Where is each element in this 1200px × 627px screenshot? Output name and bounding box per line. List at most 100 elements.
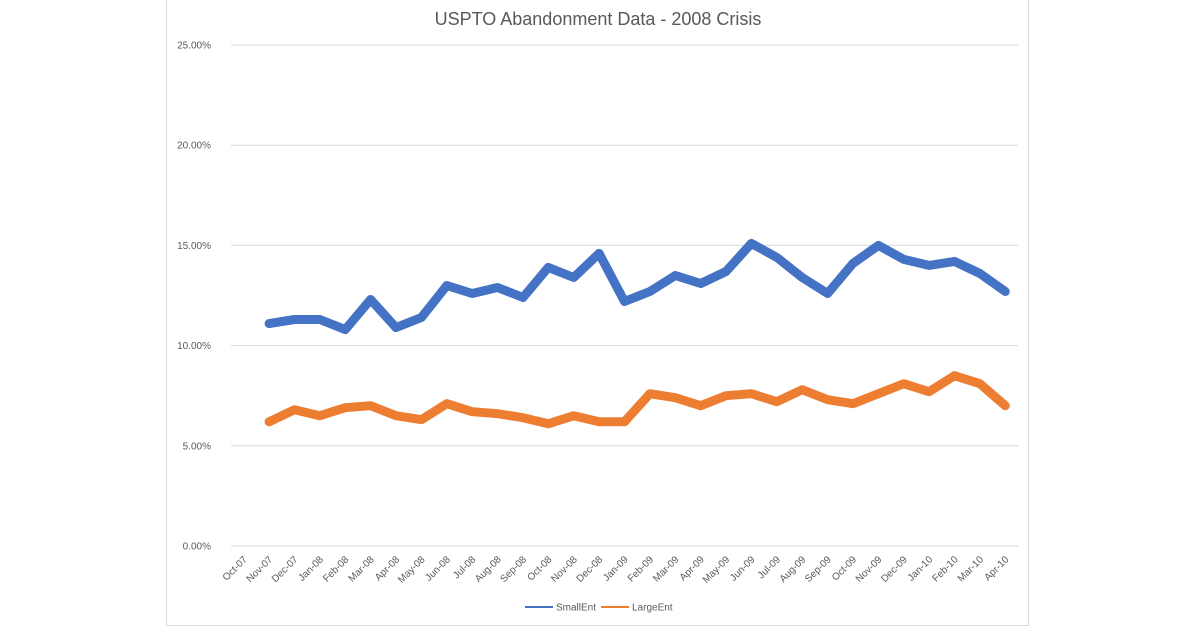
legend-entry: SmallEnt — [525, 603, 596, 614]
data-point — [954, 260, 956, 262]
data-point — [750, 393, 752, 395]
data-point — [370, 405, 372, 407]
series-line — [264, 238, 1010, 335]
data-point — [776, 256, 778, 258]
data-point — [903, 383, 905, 385]
x-tick-label: May-08 — [396, 554, 428, 586]
chart-frame: USPTO Abandonment Data - 2008 Crisis 0.0… — [166, 0, 1029, 626]
data-point — [395, 415, 397, 417]
data-point — [624, 421, 625, 423]
x-tick-label: Dec-07 — [270, 554, 301, 585]
x-tick-label: Sep-08 — [498, 554, 529, 585]
x-tick-label: Jun-09 — [728, 554, 758, 584]
data-point — [446, 403, 448, 405]
data-point — [852, 403, 854, 405]
x-tick-label: Mar-09 — [651, 554, 681, 584]
x-tick-label: Feb-09 — [626, 554, 656, 584]
x-tick-label: Feb-10 — [930, 554, 960, 584]
data-point — [928, 391, 930, 393]
data-point — [827, 399, 829, 401]
data-point — [522, 417, 524, 419]
data-point — [852, 262, 854, 264]
data-point — [522, 297, 524, 299]
data-point — [420, 419, 422, 421]
data-point — [395, 327, 397, 329]
data-point — [293, 409, 295, 411]
data-point — [725, 395, 727, 397]
data-point — [979, 383, 981, 385]
data-point — [293, 319, 295, 321]
data-point — [268, 421, 270, 423]
y-tick-label: 20.00% — [177, 141, 211, 152]
data-point — [903, 258, 905, 260]
data-point — [471, 292, 473, 294]
x-tick-label: Dec-08 — [575, 554, 606, 585]
data-point — [979, 272, 981, 274]
y-tick-label: 10.00% — [177, 341, 211, 352]
data-point — [700, 405, 702, 407]
legend-label: LargeEnt — [632, 603, 673, 614]
series-smallent — [264, 238, 1010, 335]
legend: SmallEnt LargeEnt — [525, 603, 673, 614]
x-tick-label: Jan-10 — [906, 554, 936, 584]
data-point — [471, 411, 473, 413]
gridlines — [231, 44, 1018, 547]
y-tick-label: 25.00% — [177, 41, 211, 52]
data-point — [954, 375, 956, 377]
x-tick-label: Jan-08 — [297, 554, 327, 584]
data-point — [497, 286, 499, 288]
data-point — [801, 276, 803, 278]
data-point — [547, 266, 549, 268]
data-point — [928, 264, 930, 266]
data-point — [877, 244, 879, 246]
x-tick-label: Nov-08 — [549, 554, 580, 585]
data-point — [827, 292, 829, 294]
data-point — [750, 242, 752, 244]
y-tick-label: 15.00% — [177, 241, 211, 252]
data-point — [573, 415, 575, 417]
data-point — [674, 274, 676, 276]
x-tick-label: Aug-08 — [473, 554, 504, 585]
data-point — [497, 413, 499, 415]
data-point — [649, 290, 651, 292]
x-tick-label: Dec-09 — [879, 554, 910, 585]
x-tick-label: Mar-08 — [347, 554, 377, 584]
data-point — [344, 407, 346, 409]
data-point — [801, 389, 803, 391]
chart-title: USPTO Abandonment Data - 2008 Crisis — [435, 9, 762, 29]
x-tick-label: Apr-10 — [982, 554, 1011, 583]
x-tick-label: Mar-10 — [956, 554, 986, 584]
data-point — [420, 317, 422, 319]
data-point — [776, 401, 778, 403]
data-point — [1004, 290, 1006, 292]
data-point — [598, 421, 600, 423]
data-point — [573, 276, 575, 278]
x-tick-label: Aug-09 — [778, 554, 809, 585]
legend-entry: LargeEnt — [601, 603, 673, 614]
data-point — [319, 319, 321, 321]
x-tick-label: Nov-09 — [854, 554, 885, 585]
data-point — [319, 415, 321, 417]
data-point — [700, 282, 702, 284]
data-point — [674, 397, 676, 399]
x-tick-label: Nov-07 — [245, 554, 276, 585]
series-line — [264, 371, 1010, 429]
data-point — [1004, 405, 1006, 407]
line-chart: USPTO Abandonment Data - 2008 Crisis 0.0… — [177, 9, 1018, 614]
data-point — [446, 284, 448, 286]
y-axis-tick-labels: 0.00% 5.00% 10.00% 15.00% 20.00% 25.00% — [177, 41, 211, 553]
data-point — [598, 252, 600, 254]
data-point — [624, 301, 625, 303]
data-point — [268, 323, 270, 325]
data-point — [344, 329, 346, 331]
x-tick-label: Jun-08 — [424, 554, 454, 584]
y-tick-label: 5.00% — [183, 441, 211, 452]
x-tick-label: Jan-09 — [601, 554, 631, 584]
data-point — [877, 393, 879, 395]
data-point — [649, 393, 651, 395]
series-lines — [264, 238, 1010, 429]
data-point — [725, 270, 727, 272]
data-point — [370, 299, 372, 301]
data-point — [547, 423, 549, 425]
legend-label: SmallEnt — [556, 603, 596, 614]
